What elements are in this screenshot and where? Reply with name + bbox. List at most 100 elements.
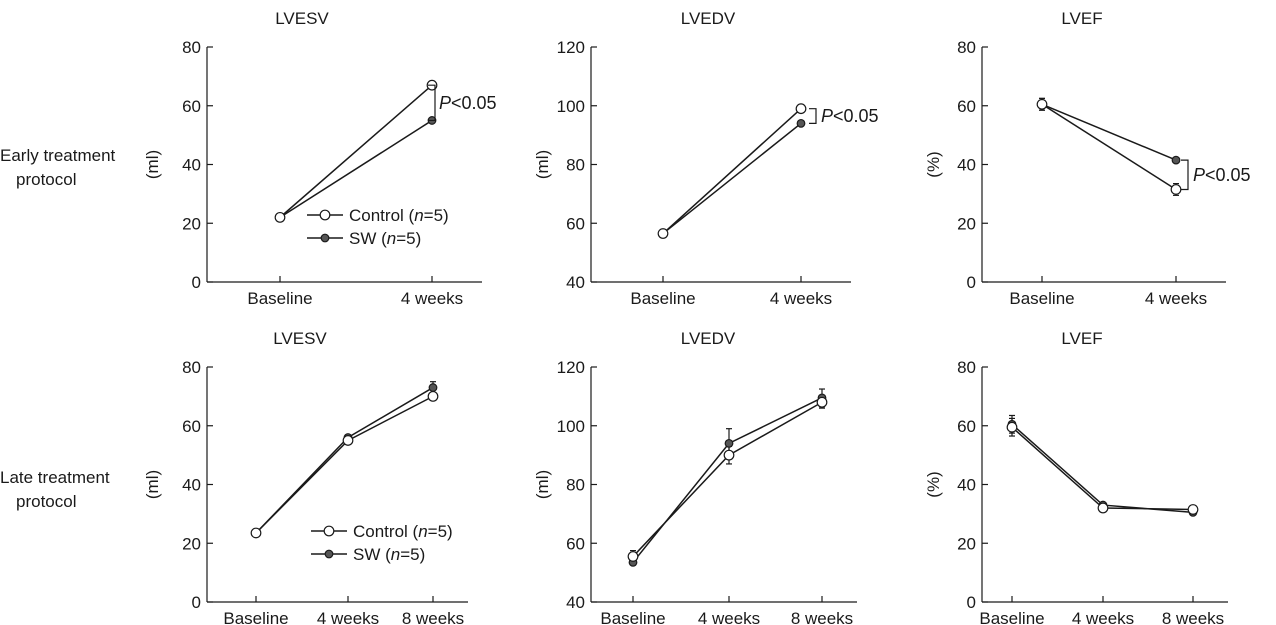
- y-tick-label: 120: [557, 358, 585, 377]
- chart-panel-2: LVEDV (ml) 40 60 80 100 120 Baseline 4 weeks P<0.…: [533, 9, 879, 308]
- chart-panel-5: LVEDV (ml) 40 60 80 100 120 Baseline 4 weeks 8 we…: [533, 329, 857, 625]
- legend-label: Control (n=5): [349, 206, 449, 225]
- y-tick-label: 20: [182, 534, 201, 553]
- legend-label: SW (n=5): [353, 545, 425, 564]
- x-tick-label: Baseline: [247, 289, 312, 308]
- y-tick-label: 60: [566, 534, 585, 553]
- legend-marker: [320, 233, 330, 243]
- data-point-sw: [796, 118, 806, 128]
- legend: Control (n=5) SW (n=5): [311, 522, 453, 564]
- x-tick-label: 4 weeks: [1072, 609, 1134, 625]
- row-label-early-line2: protocol: [16, 170, 77, 189]
- y-axis-label: (ml): [533, 150, 552, 179]
- y-tick-label: 80: [566, 476, 585, 495]
- y-axis-label: (%): [924, 151, 943, 177]
- data-point-control: [816, 396, 828, 408]
- y-tick-label: 0: [192, 273, 201, 292]
- y-tick-label: 20: [957, 214, 976, 233]
- x-tick-label: Baseline: [600, 609, 665, 625]
- y-tick-label: 60: [957, 417, 976, 436]
- chart-title: LVEF: [1061, 9, 1102, 28]
- data-point-control: [1097, 502, 1109, 514]
- row-label-late-line2: protocol: [16, 492, 77, 511]
- legend-marker: [319, 209, 331, 221]
- significance-bracket: [428, 84, 436, 122]
- y-tick-label: 100: [557, 417, 585, 436]
- y-axis-label: (%): [924, 471, 943, 497]
- series-line-sw: [1011, 423, 1194, 514]
- data-point-control: [1006, 421, 1018, 433]
- y-tick-label: 40: [566, 593, 585, 612]
- legend-label: Control (n=5): [353, 522, 453, 541]
- y-tick-label: 120: [557, 38, 585, 57]
- chart-panel-6: LVEF (%) 0 20 40 60 80 Baseline 4 weeks 8 weeks: [924, 329, 1228, 625]
- y-tick-label: 80: [566, 156, 585, 175]
- x-tick-label: Baseline: [630, 289, 695, 308]
- x-tick-label: 8 weeks: [791, 609, 853, 625]
- y-tick-label: 60: [182, 97, 201, 116]
- series-line-control: [632, 401, 823, 557]
- significance-bracket: [1181, 159, 1189, 191]
- chart-title: LVESV: [273, 329, 327, 348]
- y-tick-label: 60: [566, 214, 585, 233]
- data-point-control: [274, 211, 286, 223]
- data-point-control: [342, 435, 354, 446]
- chart-title: LVEDV: [681, 329, 736, 348]
- data-point-sw: [724, 438, 734, 448]
- y-tick-label: 40: [957, 476, 976, 495]
- y-tick-label: 60: [957, 97, 976, 116]
- y-axis-label: (ml): [143, 150, 162, 179]
- chart-panel-3: LVEF (%) 0 20 40 60 80 Baseline 4 weeks P<0.05: [924, 9, 1251, 308]
- series-line-control: [662, 108, 802, 235]
- data-point-control: [1170, 184, 1182, 195]
- significance-bracket: [809, 108, 817, 124]
- y-tick-label: 60: [182, 417, 201, 436]
- y-tick-label: 40: [566, 273, 585, 292]
- x-tick-label: 4 weeks: [401, 289, 463, 308]
- data-point-control: [250, 527, 262, 539]
- x-tick-label: 8 weeks: [402, 609, 464, 625]
- chart-title: LVEF: [1061, 329, 1102, 348]
- y-tick-label: 40: [182, 476, 201, 495]
- data-point-control: [657, 228, 669, 239]
- y-tick-label: 80: [957, 38, 976, 57]
- series-line-sw: [662, 122, 802, 235]
- series-line-control: [1041, 103, 1177, 191]
- x-tick-label: 4 weeks: [770, 289, 832, 308]
- y-axis-label: (ml): [143, 470, 162, 499]
- row-label-late: Late treatment protocol: [0, 466, 150, 514]
- x-tick-label: 4 weeks: [698, 609, 760, 625]
- x-tick-label: Baseline: [979, 609, 1044, 625]
- y-tick-label: 0: [967, 273, 976, 292]
- y-tick-label: 100: [557, 97, 585, 116]
- significance-label: P<0.05: [821, 106, 879, 126]
- significance-label: P<0.05: [439, 93, 497, 113]
- series-line-control: [255, 395, 434, 534]
- row-label-early: Early treatment protocol: [0, 144, 150, 192]
- y-tick-label: 20: [957, 534, 976, 553]
- data-point-sw: [428, 383, 438, 392]
- chart-panel-4: LVESV (ml) 0 20 40 60 80 Baseline 4 weeks 8 weeks…: [143, 329, 468, 625]
- row-label-early-line1: Early treatment: [0, 146, 116, 165]
- y-tick-label: 20: [182, 214, 201, 233]
- legend-marker: [324, 549, 334, 559]
- row-label-late-line1: Late treatment: [0, 468, 110, 487]
- significance-label: P<0.05: [1193, 165, 1251, 185]
- legend-label: SW (n=5): [349, 229, 421, 248]
- y-tick-label: 40: [182, 156, 201, 175]
- y-tick-label: 40: [957, 156, 976, 175]
- data-point-sw: [1171, 155, 1181, 165]
- x-tick-label: Baseline: [223, 609, 288, 625]
- data-point-control: [1187, 504, 1199, 515]
- x-tick-label: 4 weeks: [1145, 289, 1207, 308]
- data-point-control: [723, 449, 735, 461]
- series-line-control: [279, 84, 433, 218]
- y-axis-label: (ml): [533, 470, 552, 499]
- chart-title: LVESV: [275, 9, 329, 28]
- y-tick-label: 80: [957, 358, 976, 377]
- chart-title: LVEDV: [681, 9, 736, 28]
- data-point-control: [1036, 98, 1048, 110]
- chart-panel-1: LVESV (ml) 0 20 40 60 80 Baseline 4 weeks P<0.05 C…: [143, 9, 497, 308]
